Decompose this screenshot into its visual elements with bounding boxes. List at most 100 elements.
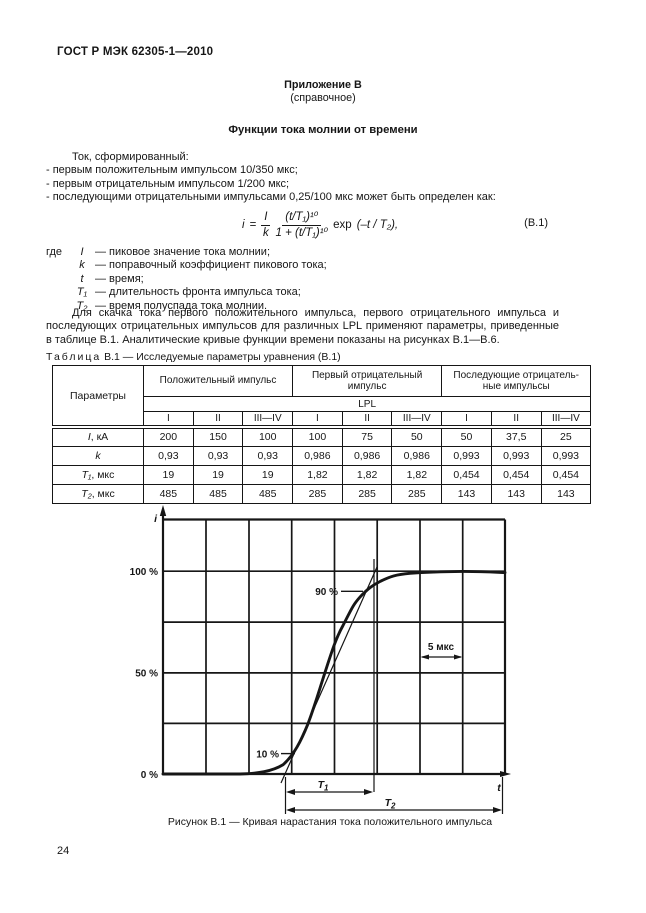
equation-b1: i = I k (t/T₁)¹⁰ 1 + (t/T₁)¹⁰ exp (–t / …	[46, 204, 558, 246]
label-10-percent: 10 %	[256, 750, 279, 761]
definition-row: T₁ — длительность фронта импульса тока;	[46, 286, 327, 299]
param-cell: I, кА	[52, 426, 144, 447]
definition-text: — длительность фронта импульса тока;	[95, 286, 301, 299]
value-cell: 485	[143, 483, 194, 504]
value-cell: 285	[292, 483, 343, 504]
class-header: II	[192, 411, 244, 429]
y-axis-label: i	[154, 513, 158, 525]
equation-body: i = I k (t/T₁)¹⁰ 1 + (t/T₁)¹⁰ exp (–t / …	[242, 211, 398, 240]
fraction-ik: I k	[261, 210, 271, 239]
value-cell: 143	[540, 483, 592, 504]
class-header: III—IV	[540, 411, 592, 429]
exp-argument: (–t / T₂),	[356, 219, 399, 231]
body-paragraph: Для скачка тока первого положительного и…	[46, 307, 559, 346]
t1-dimension	[286, 789, 373, 795]
section-title: Функции тока молнии от времени	[228, 124, 418, 136]
lpl-header: LPL	[142, 396, 592, 412]
table-row: T₂, мкс 485 485 485 285 285 285 143 143 …	[52, 483, 592, 504]
param-cell: T₂, мкс	[52, 483, 144, 504]
value-cell: 0,986	[292, 445, 343, 466]
page-number: 24	[57, 845, 70, 857]
equation-number: (В.1)	[524, 217, 548, 229]
definition-text: — время;	[95, 272, 144, 285]
intro-lead: Ток, сформированный:	[72, 151, 189, 163]
scale-dimension	[420, 654, 463, 660]
definition-row: T₂ — время полуспада тока молнии.	[46, 300, 327, 313]
class-header: I	[143, 411, 194, 429]
value-cell: 1,82	[341, 464, 393, 485]
value-cell: 50	[441, 426, 492, 447]
intro-item: - первым отрицательным импульсом 1/200 м…	[46, 177, 290, 190]
value-cell: 19	[192, 464, 244, 485]
definition-row: k — поправочный коэффициент пикового ток…	[46, 259, 327, 272]
intro-block: Ток, сформированный: - первым положитель…	[46, 151, 559, 205]
extension-lines	[284, 777, 504, 814]
definition-symbol: T₂	[76, 299, 88, 312]
value-cell: 19	[143, 464, 194, 485]
value-cell: 0,986	[391, 445, 443, 466]
class-header: I	[292, 411, 343, 429]
definition-row: где I — пиковое значение тока молнии;	[46, 246, 327, 259]
value-cell: 485	[192, 483, 244, 504]
x-axis-label: t	[497, 782, 501, 794]
label-t2: T2	[385, 797, 396, 811]
figure-b1: 100 % 50 % 0 % 90 % 10 % 5 мкс i t T1 T2	[130, 505, 511, 814]
fraction-t: (t/T₁)¹⁰ 1 + (t/T₁)¹⁰	[275, 210, 329, 239]
current-curve	[161, 569, 507, 776]
table-row: k 0,93 0,93 0,93 0,986 0,986 0,986 0,993…	[52, 445, 592, 466]
definition-lead: где	[46, 246, 63, 258]
value-cell: 25	[540, 426, 592, 447]
column-header-parameters: Параметры	[52, 365, 144, 429]
value-cell: 1,82	[391, 464, 443, 485]
value-cell: 485	[242, 483, 294, 504]
value-cell: 1,82	[292, 464, 343, 485]
t2-dimension	[286, 807, 502, 813]
value-cell: 50	[391, 426, 443, 447]
class-header: II	[341, 411, 393, 429]
value-cell: 0,454	[490, 464, 542, 485]
table-row: I, кА 200 150 100 100 75 50 50 37,5 25	[52, 426, 592, 447]
table-caption-word: Таблица	[46, 351, 102, 363]
value-cell: 75	[341, 426, 393, 447]
value-cell: 37,5	[490, 426, 542, 447]
chart-grid	[163, 518, 507, 774]
class-header: III—IV	[391, 411, 443, 429]
value-cell: 0,93	[192, 445, 244, 466]
value-cell: 150	[192, 426, 244, 447]
definition-symbol: T₁	[76, 286, 88, 299]
value-cell: 0,993	[490, 445, 542, 466]
definition-symbol: k	[79, 259, 85, 272]
class-header: II	[490, 411, 542, 429]
y-axis	[159, 505, 167, 774]
value-cell: 285	[391, 483, 443, 504]
label-t1: T1	[318, 779, 329, 793]
document-header: ГОСТ Р МЭК 62305-1—2010	[57, 46, 214, 58]
label-90-percent: 90 %	[315, 587, 338, 598]
table-row: T₁, мкс 19 19 19 1,82 1,82 1,82 0,454 0,…	[52, 464, 592, 485]
definition-text: — поправочный коэффициент пикового тока;	[95, 259, 327, 272]
param-cell: k	[52, 445, 144, 466]
table-caption: Таблица В.1 — Исследуемые параметры урав…	[46, 351, 341, 363]
definition-row: t — время;	[46, 273, 327, 286]
y-tick-0: 0 %	[141, 770, 158, 781]
value-cell: 0,986	[341, 445, 393, 466]
value-cell: 0,93	[143, 445, 194, 466]
value-cell: 0,454	[540, 464, 592, 485]
value-cell: 0,993	[441, 445, 492, 466]
equals-sign: =	[249, 219, 257, 231]
group-header-subsequent-negative: Последующие отрицатель-ные импульсы	[441, 365, 592, 397]
class-header: I	[441, 411, 492, 429]
definition-symbol: I	[80, 246, 84, 258]
y-tick-50: 50 %	[135, 669, 158, 680]
exp-operator: exp	[333, 219, 352, 231]
value-cell: 0,993	[540, 445, 592, 466]
value-cell: 100	[242, 426, 294, 447]
param-cell: T₁, мкс	[52, 464, 144, 485]
value-cell: 100	[292, 426, 343, 447]
label-scale-5us: 5 мкс	[428, 642, 455, 653]
definitions-list: где I — пиковое значение тока молнии; k …	[46, 246, 327, 313]
parameters-table: Параметры Положительный импульс Первый о…	[52, 365, 592, 504]
class-header: III—IV	[242, 411, 294, 429]
value-cell: 143	[441, 483, 492, 504]
